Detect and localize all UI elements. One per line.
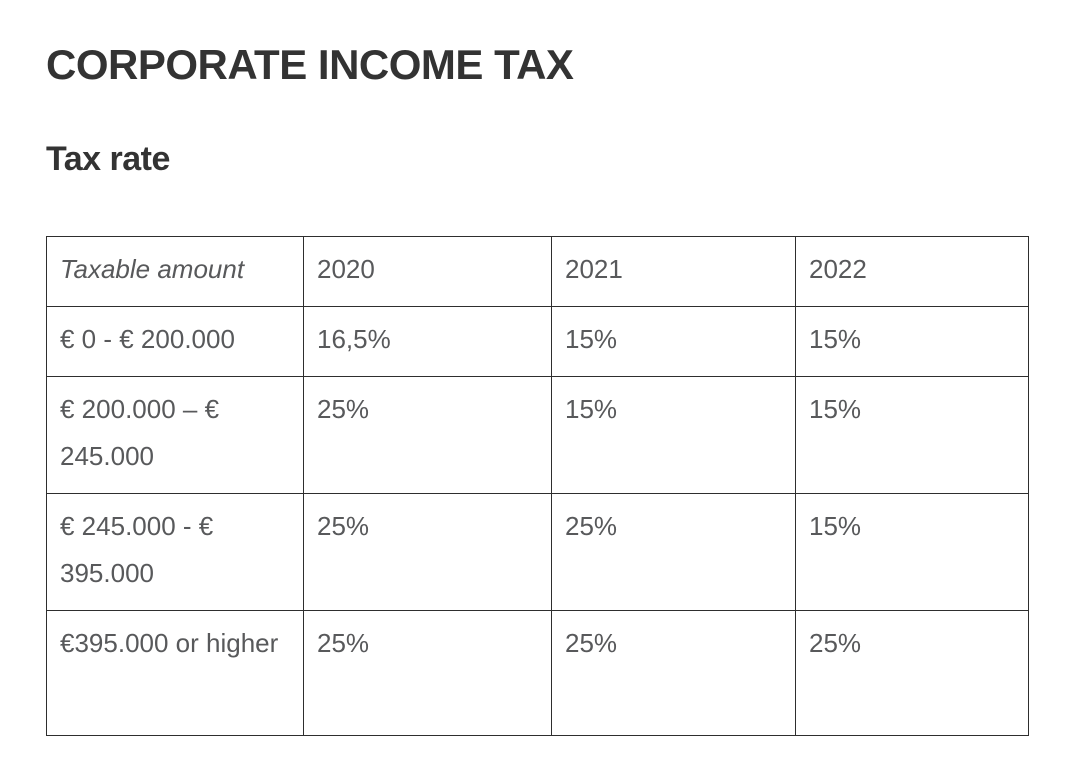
column-header-taxable-amount: Taxable amount [46, 236, 304, 307]
table-row: € 200.000 – € 245.000 25% 15% 15% [46, 375, 1029, 494]
rate-cell: 16,5% [303, 306, 552, 377]
page-subtitle: Tax rate [46, 140, 170, 178]
rate-cell: 25% [795, 609, 1029, 736]
column-header-2022: 2022 [795, 236, 1029, 307]
column-header-2020: 2020 [303, 236, 552, 307]
table-row: €395.000 or higher 25% 25% 25% [46, 609, 1029, 736]
rate-cell: 25% [303, 492, 552, 611]
table-row: € 245.000 - € 395.000 25% 25% 15% [46, 492, 1029, 611]
rate-cell: 25% [551, 609, 796, 736]
tax-rate-table: Taxable amount 2020 2021 2022 € 0 - € 20… [46, 236, 1029, 736]
row-label: € 200.000 – € 245.000 [46, 375, 304, 494]
rate-cell: 15% [795, 375, 1029, 494]
row-label: € 0 - € 200.000 [46, 306, 304, 377]
rate-cell: 25% [303, 609, 552, 736]
table-header-row: Taxable amount 2020 2021 2022 [46, 236, 1029, 307]
row-label: €395.000 or higher [46, 609, 304, 736]
row-label: € 245.000 - € 395.000 [46, 492, 304, 611]
rate-cell: 15% [795, 306, 1029, 377]
column-header-2021: 2021 [551, 236, 796, 307]
table-row: € 0 - € 200.000 16,5% 15% 15% [46, 306, 1029, 377]
page-title: CORPORATE INCOME TAX [46, 41, 574, 88]
rate-cell: 15% [551, 375, 796, 494]
rate-cell: 25% [303, 375, 552, 494]
rate-cell: 25% [551, 492, 796, 611]
rate-cell: 15% [551, 306, 796, 377]
rate-cell: 15% [795, 492, 1029, 611]
